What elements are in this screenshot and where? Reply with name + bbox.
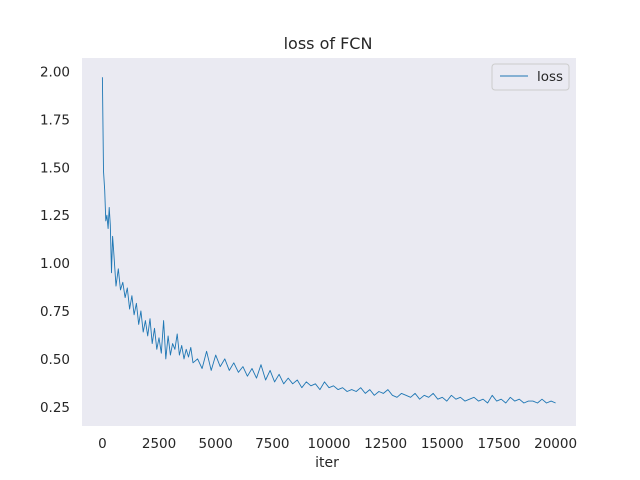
x-tick-label: 5000	[199, 436, 233, 452]
legend-label-loss: loss	[537, 69, 563, 85]
legend: loss	[491, 63, 570, 91]
legend-box	[491, 63, 570, 91]
x-tick-label: 0	[98, 436, 107, 452]
y-tick-label: 0.50	[40, 352, 70, 368]
y-axis: 0.25 0.50 0.75 1.00 1.25 1.50 1.75 2.00	[40, 64, 70, 415]
plot-area	[82, 58, 576, 426]
y-tick-label: 0.25	[40, 400, 70, 416]
y-tick-label: 2.00	[40, 64, 70, 80]
x-tick-label: 7500	[255, 436, 289, 452]
y-tick-label: 0.75	[40, 304, 70, 320]
x-tick-label: 15000	[421, 436, 464, 452]
y-tick-label: 1.50	[40, 160, 70, 176]
y-tick-label: 1.00	[40, 256, 70, 272]
series-line-loss	[101, 77, 556, 404]
y-tick-label: 1.75	[40, 112, 70, 128]
y-tick-label: 1.25	[40, 208, 70, 224]
x-tick-label: 2500	[142, 436, 176, 452]
x-tick-label: 20000	[534, 436, 577, 452]
x-tick-label: 10000	[308, 436, 351, 452]
x-axis-label: iter	[315, 455, 339, 471]
x-axis: 0 2500 5000 7500 10000 12500 15000 17500 20000	[98, 436, 577, 452]
chart-title: loss of FCN	[284, 34, 373, 53]
x-tick-label: 17500	[477, 436, 520, 452]
x-tick-label: 12500	[364, 436, 407, 452]
